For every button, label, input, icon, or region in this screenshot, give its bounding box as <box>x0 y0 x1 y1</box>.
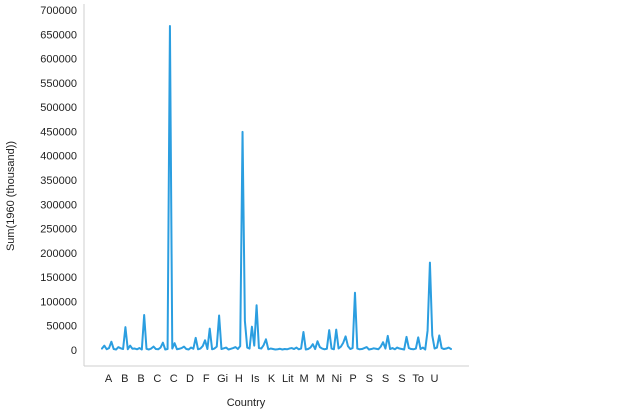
x-tick-label: S <box>398 373 405 385</box>
y-tick-label: 350000 <box>40 175 77 187</box>
x-tick-label: P <box>349 373 356 385</box>
x-tick-label: U <box>431 373 439 385</box>
x-tick-label: C <box>170 373 178 385</box>
x-tick-label: D <box>186 373 194 385</box>
plot-area <box>101 25 452 351</box>
x-tick-label: H <box>235 373 243 385</box>
x-tick-label: S <box>366 373 373 385</box>
y-tick-label: 50000 <box>46 321 77 333</box>
x-tick-label: Is <box>251 373 260 385</box>
x-tick-label: B <box>137 373 144 385</box>
y-tick-label: 550000 <box>40 78 77 90</box>
y-tick-label: 0 <box>71 345 77 357</box>
x-tick-label: Gi <box>217 373 228 385</box>
y-tick-label: 700000 <box>40 5 77 17</box>
y-tick-label: 500000 <box>40 102 77 114</box>
x-tick-label: C <box>153 373 161 385</box>
x-tick-label: M <box>300 373 309 385</box>
y-tick-label: 200000 <box>40 248 77 260</box>
y-tick-label: 400000 <box>40 151 77 163</box>
x-tick-label: F <box>203 373 210 385</box>
x-tick-label: K <box>268 373 276 385</box>
x-axis-ticks: A B B C C D F Gi H Is K Lit M M Ni P S S S To U <box>105 373 439 385</box>
y-tick-label: 450000 <box>40 126 77 138</box>
y-tick-label: 250000 <box>40 224 77 236</box>
x-tick-label: S <box>382 373 389 385</box>
x-tick-label: Lit <box>282 373 294 385</box>
x-tick-label: To <box>412 373 424 385</box>
y-tick-label: 300000 <box>40 199 77 211</box>
x-tick-label: A <box>105 373 113 385</box>
x-tick-label: M <box>316 373 325 385</box>
y-axis-title: Sum(1960 (thousand)) <box>5 141 17 251</box>
x-tick-label: Ni <box>332 373 342 385</box>
y-tick-label: 650000 <box>40 29 77 41</box>
x-tick-label: B <box>121 373 128 385</box>
y-axis-ticks: 0 50000 100000 150000 200000 250000 300000 3500… <box>40 5 77 357</box>
y-tick-label: 600000 <box>40 54 77 66</box>
x-axis-title: Country <box>227 397 266 409</box>
y-tick-label: 100000 <box>40 296 77 308</box>
y-tick-label: 150000 <box>40 272 77 284</box>
series-line <box>101 25 452 351</box>
